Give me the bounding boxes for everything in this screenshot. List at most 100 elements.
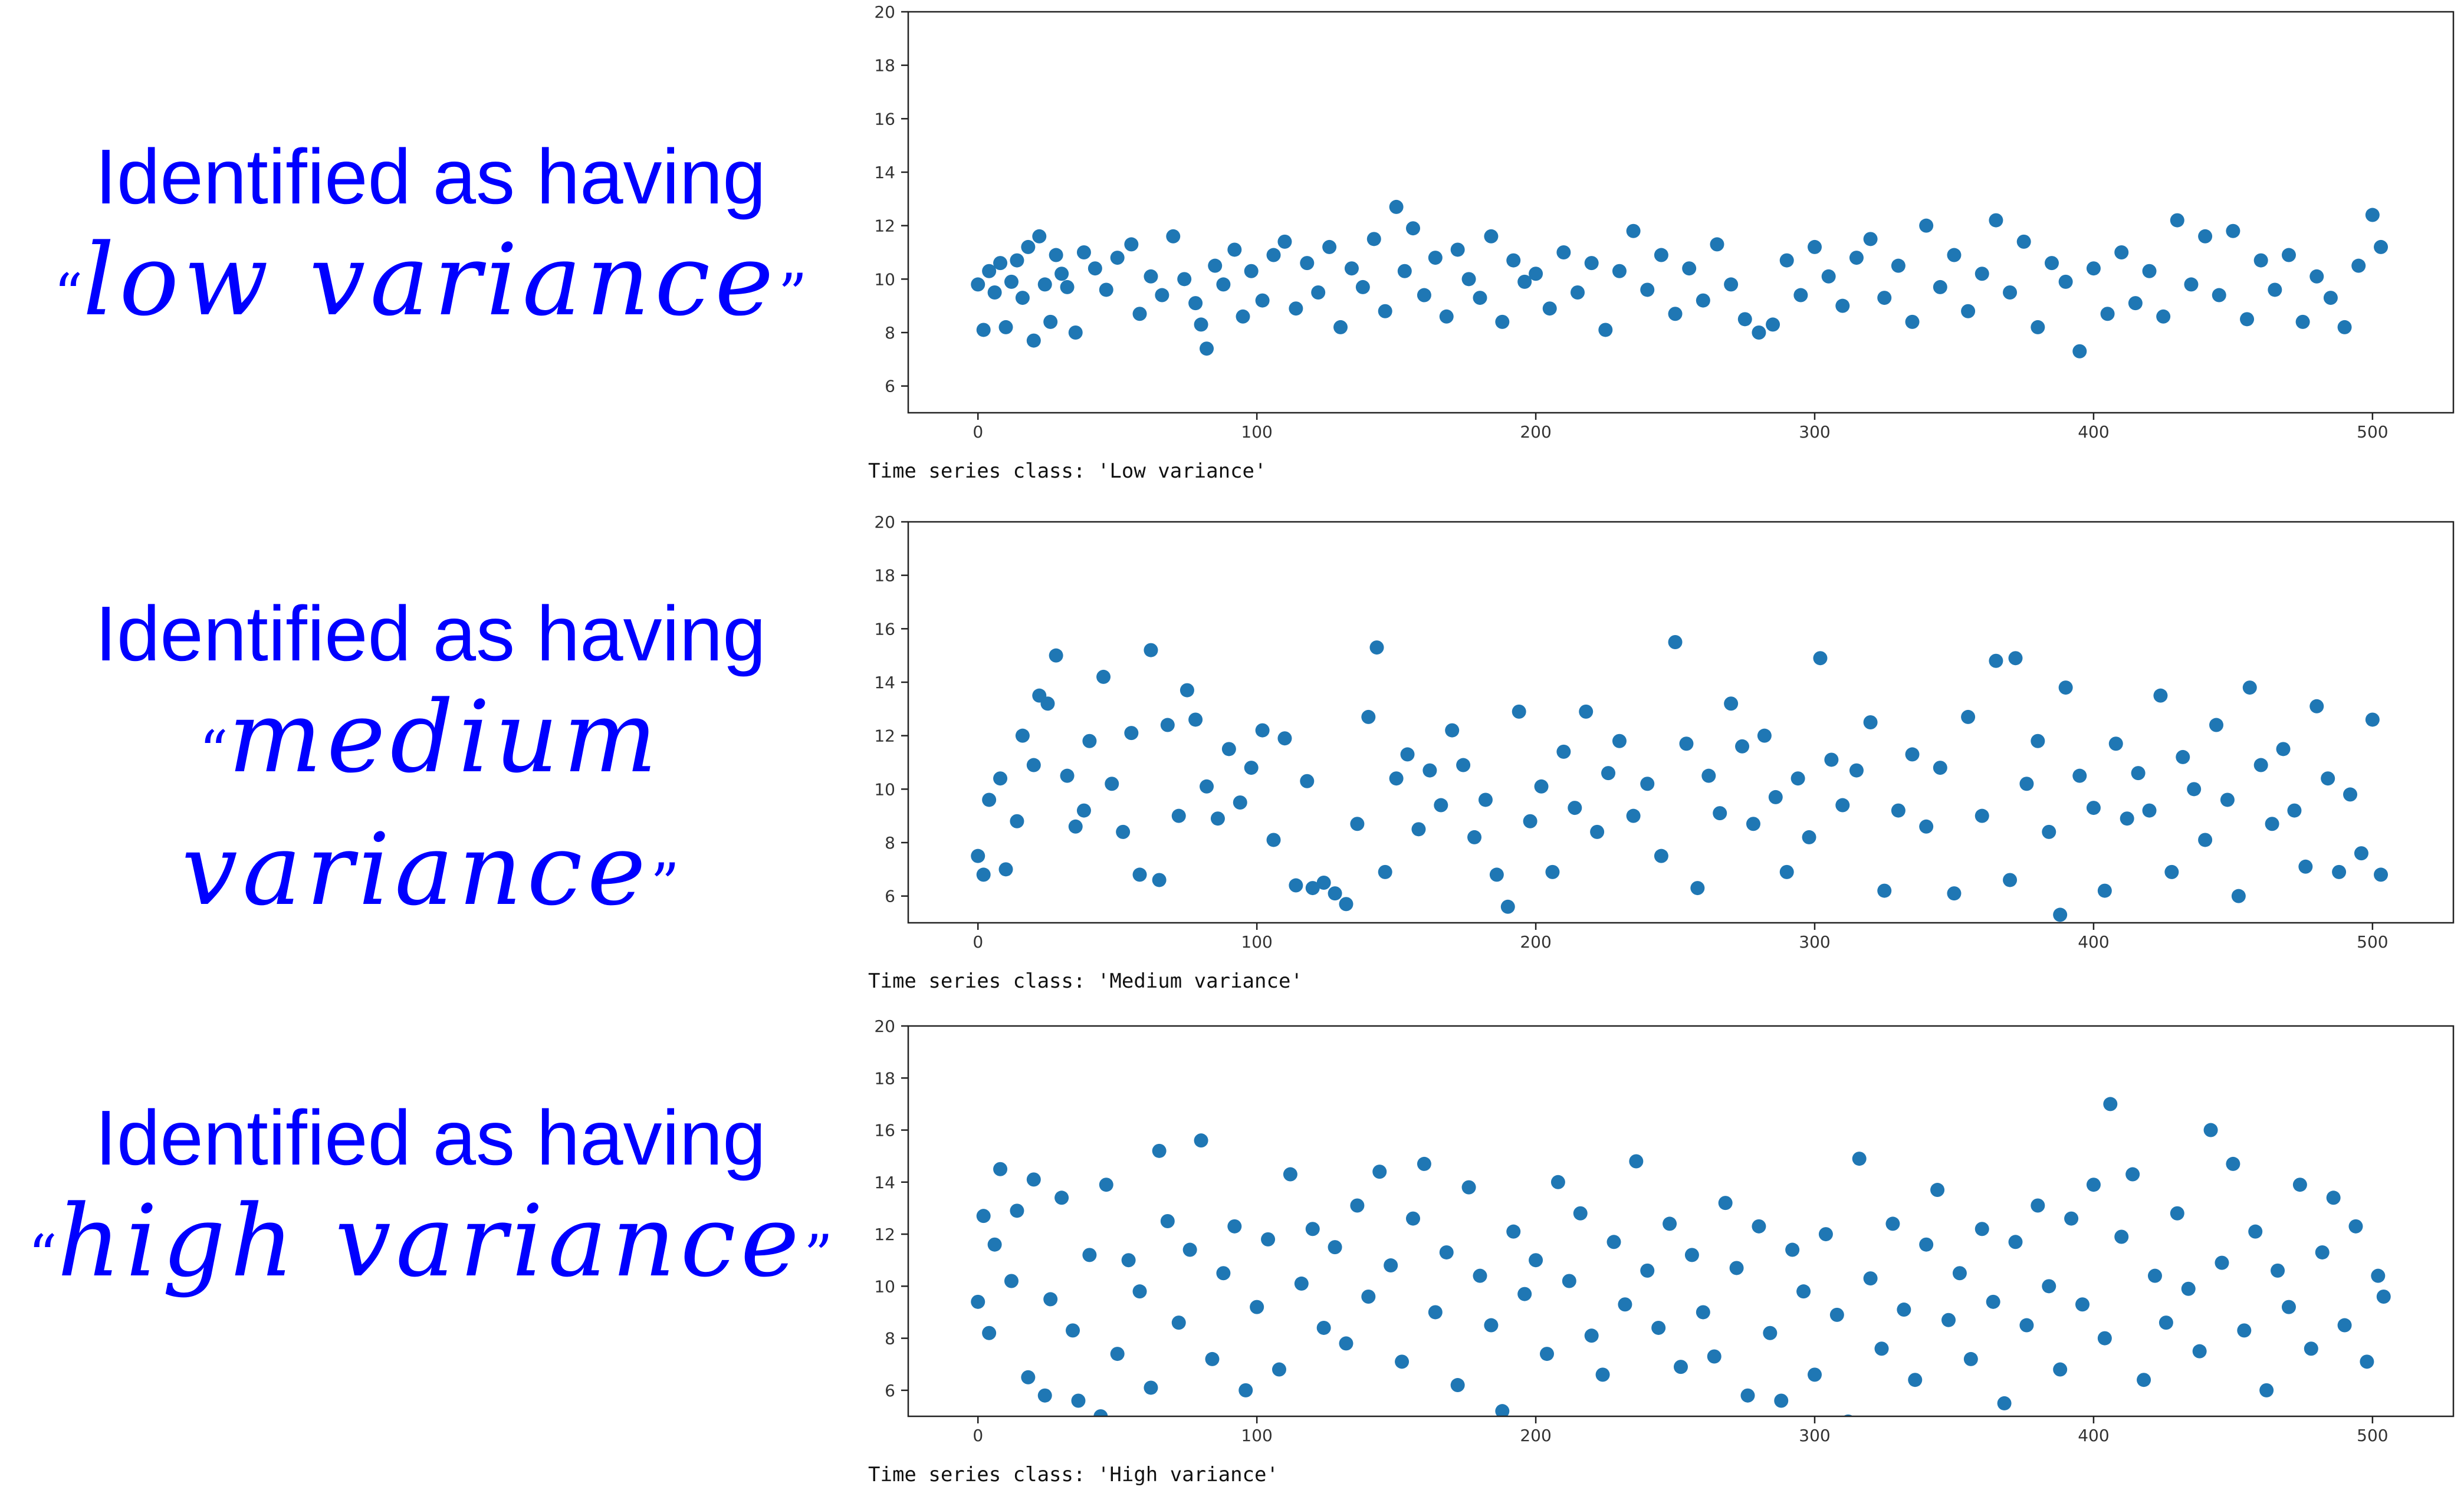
data-point <box>1571 285 1585 300</box>
data-point <box>2053 907 2068 922</box>
data-point <box>1434 798 1448 813</box>
data-point <box>2108 736 2123 751</box>
data-point <box>1439 1245 1454 1259</box>
data-point <box>1026 1172 1041 1187</box>
data-point <box>1428 251 1443 265</box>
data-point <box>1010 814 1024 828</box>
data-point <box>1975 1222 1989 1236</box>
data-point <box>1272 1362 1286 1377</box>
data-point <box>1066 1323 1080 1338</box>
data-point <box>1227 1219 1242 1234</box>
data-point <box>1060 768 1075 783</box>
data-point <box>2281 1300 2296 1314</box>
y-tick-label: 8 <box>885 1329 895 1349</box>
data-point <box>1250 1300 1264 1314</box>
data-point <box>1227 242 1242 257</box>
data-point <box>1456 758 1471 772</box>
data-point <box>1037 277 1052 292</box>
x-tick-label: 500 <box>2357 1426 2388 1445</box>
label-high-variance: Identified as having “high variance” <box>0 1094 861 1315</box>
data-point <box>1171 1315 1186 1330</box>
y-tick-label: 16 <box>874 109 895 129</box>
data-point <box>1590 824 1605 839</box>
data-point <box>2198 833 2213 847</box>
data-point <box>1885 1216 1900 1231</box>
data-point <box>1049 648 1063 663</box>
data-point <box>1350 817 1365 831</box>
data-point <box>2064 1211 2079 1226</box>
data-point <box>1244 761 1259 775</box>
data-point <box>1152 873 1167 887</box>
data-point <box>2351 258 2366 273</box>
y-tick-label: 20 <box>874 2 895 22</box>
data-point <box>2003 873 2018 887</box>
data-point <box>2086 1178 2101 1192</box>
data-point <box>2292 1178 2307 1192</box>
data-point <box>1863 232 1878 246</box>
data-point <box>1752 1219 1766 1234</box>
data-point <box>1144 643 1158 657</box>
data-point <box>1690 881 1705 896</box>
data-point <box>1790 771 1805 786</box>
data-point <box>1384 1258 1398 1273</box>
data-point <box>1863 1271 1878 1286</box>
data-point <box>2058 680 2073 695</box>
data-point <box>2237 1323 2252 1338</box>
data-point <box>1933 761 1947 775</box>
scatter-chart-medium-variance: 6 8 10 12 14 16 18 20 0 100 200 300 400 500 Time serie… <box>843 510 2464 1011</box>
data-point <box>2097 883 2112 898</box>
data-point <box>2220 792 2235 807</box>
data-point <box>2128 296 2143 311</box>
data-point <box>1037 1388 1052 1403</box>
data-point <box>1573 1206 1588 1221</box>
data-point <box>1467 830 1482 844</box>
data-point <box>1813 651 1828 666</box>
data-point <box>1105 777 1119 791</box>
data-point <box>1534 779 1549 794</box>
data-point <box>1484 1318 1499 1333</box>
data-point <box>2181 1281 2196 1296</box>
data-point <box>1110 1347 1125 1361</box>
data-point <box>2248 1224 2263 1239</box>
y-tick-label: 12 <box>874 726 895 746</box>
data-point <box>1933 279 1947 294</box>
data-point <box>1171 808 1186 823</box>
data-point <box>2031 734 2045 748</box>
data-point <box>2103 1097 2118 1111</box>
data-point <box>1152 1143 1167 1158</box>
data-point <box>2142 803 2157 818</box>
data-point <box>1768 790 1783 804</box>
data-point <box>1478 792 1493 807</box>
data-point <box>2156 309 2171 324</box>
data-point <box>2086 261 2101 276</box>
data-point <box>2019 1318 2034 1333</box>
data-point <box>1300 774 1315 788</box>
label-low-variance: Identified as having “low variance” <box>0 133 861 354</box>
data-point <box>1735 739 1750 754</box>
data-point <box>2321 771 2335 786</box>
label-prefix: Identified as having <box>95 1094 766 1181</box>
data-point <box>971 277 985 292</box>
data-point <box>971 1294 985 1309</box>
data-point <box>1808 239 1822 254</box>
data-point <box>2374 867 2389 882</box>
data-point <box>2016 234 2031 249</box>
data-point <box>1116 824 1131 839</box>
data-point <box>1261 1232 1276 1247</box>
data-point <box>1821 269 1836 284</box>
data-point <box>1054 1190 1069 1205</box>
data-point <box>1194 1133 1208 1148</box>
data-point <box>1099 1178 1113 1192</box>
data-point <box>1612 734 1627 748</box>
data-point <box>1071 1393 1086 1408</box>
data-point <box>1216 1266 1231 1281</box>
data-point <box>1713 806 1727 821</box>
data-point <box>1542 301 1557 316</box>
data-point <box>1668 635 1683 649</box>
data-point <box>993 771 1008 786</box>
data-point <box>2240 312 2255 327</box>
data-point <box>1194 317 1208 332</box>
close-quote: ” <box>778 262 807 328</box>
term-line: high variance <box>57 1183 804 1299</box>
